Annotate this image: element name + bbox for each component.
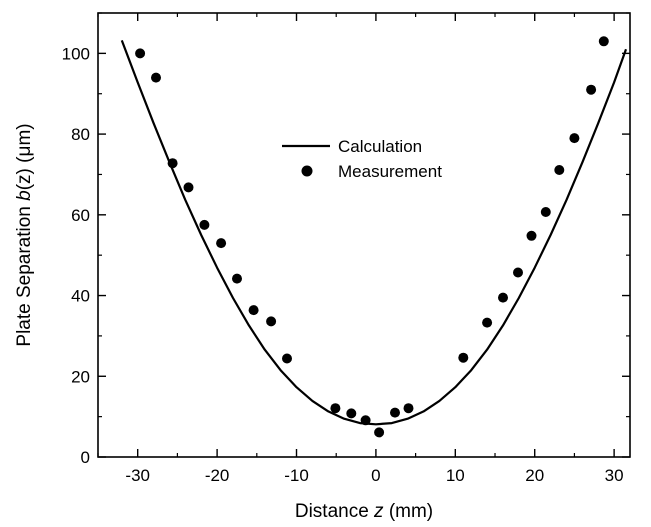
x-tick-label: -20 xyxy=(205,466,230,485)
measurement-point xyxy=(569,133,579,143)
legend: Calculation Measurement xyxy=(282,137,442,181)
measurement-point xyxy=(404,403,414,413)
measurement-point xyxy=(586,85,596,95)
y-tick-label: 80 xyxy=(71,125,90,144)
measurement-point xyxy=(151,73,161,83)
measurement-point xyxy=(216,238,226,248)
measurement-point xyxy=(249,305,259,315)
x-tick-label: 30 xyxy=(605,466,624,485)
calculation-curve xyxy=(122,40,626,424)
x-axis-title: Distance z (mm) xyxy=(295,501,433,522)
measurement-point xyxy=(498,293,508,303)
measurement-point xyxy=(168,158,178,168)
y-tick-label: 60 xyxy=(71,206,90,225)
measurement-point xyxy=(184,182,194,192)
measurement-point xyxy=(232,274,242,284)
plot-series xyxy=(122,36,626,437)
x-tick-label: -30 xyxy=(125,466,150,485)
measurement-point xyxy=(374,427,384,437)
measurement-point xyxy=(199,220,209,230)
y-axis-title: Plate Separation b(z) (μm) xyxy=(14,123,35,346)
legend-label-measurement: Measurement xyxy=(338,162,442,181)
measurement-point xyxy=(554,165,564,175)
measurement-point xyxy=(599,36,609,46)
measurement-point xyxy=(458,353,468,363)
measurement-point xyxy=(266,316,276,326)
y-tick-label: 0 xyxy=(81,448,90,467)
measurement-point xyxy=(135,48,145,58)
legend-marker-swatch xyxy=(302,166,313,177)
y-tick-label: 100 xyxy=(62,44,90,63)
y-tick-label: 20 xyxy=(71,367,90,386)
y-tick-label: 40 xyxy=(71,287,90,306)
measurement-point xyxy=(361,415,371,425)
x-tick-label: 0 xyxy=(371,466,380,485)
x-tick-label: -10 xyxy=(284,466,309,485)
measurement-point xyxy=(482,318,492,328)
measurement-point xyxy=(282,354,292,364)
measurement-point xyxy=(541,207,551,217)
measurement-point xyxy=(330,403,340,413)
x-tick-label: 10 xyxy=(446,466,465,485)
measurement-point xyxy=(527,231,537,241)
measurement-point xyxy=(346,408,356,418)
x-tick-label: 20 xyxy=(525,466,544,485)
measurement-point xyxy=(513,268,523,278)
legend-label-calculation: Calculation xyxy=(338,137,422,156)
measurement-point xyxy=(390,408,400,418)
